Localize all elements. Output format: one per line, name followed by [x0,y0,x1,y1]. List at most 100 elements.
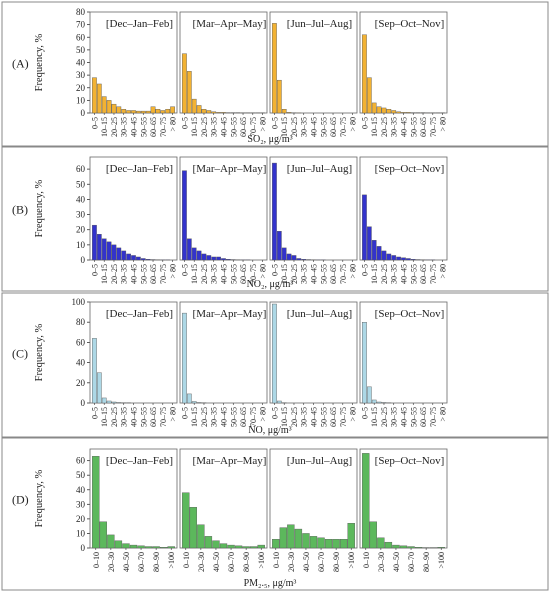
panel-2: [Mar–Apr–May] 0–5 10–15 20–25 30–35 40–45 50–5… [179,156,268,284]
x-tick-label: 30–35 [300,117,309,137]
x-tick-label: >100 [257,552,266,569]
y-tick-label: 50 [76,470,86,480]
x-tick-label: 70–75 [339,407,348,427]
x-tick-label: 20–25 [200,117,209,137]
x-tick-label: 40–50 [392,552,401,572]
bar [332,539,340,549]
season-title: [Mar–Apr–May] [193,308,267,320]
bar [116,247,122,261]
x-tick-label: 20–25 [290,264,299,284]
bar [201,253,207,261]
panel-frame [179,301,268,404]
panel-1: [Dec–Jan–Feb] 0–10 20–30 40–50 60–70 80–90 >10… [89,448,178,572]
bar [257,544,265,549]
x-tick-label: 40–45 [130,117,139,137]
panel-2: [Mar–Apr–May] 0–10 20–30 40–50 60–70 80–90 >10… [179,448,268,572]
row-label: (D) [12,493,29,507]
x-tick-label: 70–75 [249,407,258,427]
row-frame [1,437,549,591]
x-tick-label: 60–70 [137,552,146,572]
bar [182,170,187,261]
bar [186,238,192,261]
bar [396,256,401,261]
x-tick-label: 10–15 [370,407,379,427]
bar [410,259,416,261]
x-tick-label: 0–10 [362,552,371,568]
bar [196,402,202,404]
panel-frame [179,11,268,114]
bar [362,34,367,114]
bar [414,547,423,549]
bar [182,492,190,549]
bar [186,393,192,404]
bar [276,79,282,114]
bar [371,102,377,114]
bar [211,111,217,114]
bar [391,255,397,261]
x-tick-label: 50–55 [229,407,238,427]
bar [340,539,348,549]
x-tick-label: 20–25 [110,264,119,284]
bar [216,256,221,261]
row-label: (C) [12,347,28,361]
panel-frame [179,156,268,261]
season-title: [Jun–Jul–Aug] [287,18,352,30]
bar [160,110,166,114]
bar [126,110,131,114]
x-tick-label: 50–55 [229,264,238,284]
bar [226,259,231,261]
bar [317,537,325,549]
x-tick-label: 30–35 [210,264,219,284]
bar [392,544,400,549]
x-tick-label: 40–45 [310,117,319,137]
panel-frame [89,301,178,404]
bar [242,546,250,549]
bar [92,77,97,114]
panel-frame [89,11,178,114]
x-tick-label: > 80 [259,407,268,422]
bar [399,545,408,549]
x-tick-label: 20–25 [200,407,209,427]
x-tick-label: 40–45 [310,407,319,427]
bar [186,71,192,114]
x-tick-label: 30–35 [210,117,219,137]
bar [384,541,393,549]
x-tick-label: 20–25 [200,264,209,284]
x-tick-label: 10–15 [190,264,199,284]
bar [281,247,287,261]
x-tick-label: 20–30 [107,552,116,572]
x-tick-label: >100 [167,552,176,569]
season-title: [Mar–Apr–May] [193,163,267,175]
y-tick-label: 80 [76,7,86,17]
bar [301,259,307,261]
season-title: [Jun–Jul–Aug] [287,455,352,467]
bar [272,162,277,261]
x-tick-label: > 80 [349,264,358,279]
x-tick-label: 40–50 [212,552,221,572]
bar [167,546,175,549]
x-tick-label: 0–5 [180,264,189,276]
bar [99,521,107,549]
x-tick-label: 50–55 [319,407,328,427]
x-tick-label: 70–75 [339,117,348,137]
bar [376,246,382,261]
x-tick-label: 20–30 [287,552,296,572]
bar [291,255,297,261]
bar [137,545,145,549]
x-tick-label: 10–15 [280,117,289,137]
panel-frame [359,301,448,404]
bar [131,255,136,261]
bar [406,258,411,261]
x-tick-label: 0–5 [180,407,189,419]
bar [221,258,226,261]
panel-1: [Dec–Jan–Feb] 0–5 10–15 20–25 30–35 40–45 50–5… [89,11,178,137]
season-title: [Dec–Jan–Feb] [106,18,173,30]
bar [111,103,117,114]
bar [407,546,415,549]
panel-1: [Dec–Jan–Feb] 0–5 10–15 20–25 30–35 40–45 50–5… [89,301,178,427]
x-tick-label: 30–35 [120,407,129,427]
x-axis-label: PM₂.₅, μg/m³ [244,578,297,589]
x-tick-label: 0–10 [92,552,101,568]
